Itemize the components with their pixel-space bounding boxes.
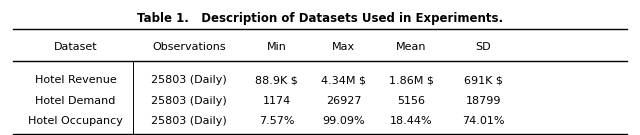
Text: 18799: 18799 bbox=[465, 96, 501, 106]
Text: 4.34M $: 4.34M $ bbox=[321, 75, 366, 85]
Text: 25803 (Daily): 25803 (Daily) bbox=[151, 75, 227, 85]
Text: 74.01%: 74.01% bbox=[462, 116, 504, 126]
Text: SD: SD bbox=[476, 42, 491, 52]
Text: 25803 (Daily): 25803 (Daily) bbox=[151, 96, 227, 106]
Text: Hotel Revenue: Hotel Revenue bbox=[35, 75, 116, 85]
Text: 5156: 5156 bbox=[397, 96, 426, 106]
Text: Hotel Demand: Hotel Demand bbox=[35, 96, 116, 106]
Text: Min: Min bbox=[266, 42, 287, 52]
Text: 1174: 1174 bbox=[262, 96, 291, 106]
Text: 25803 (Daily): 25803 (Daily) bbox=[151, 116, 227, 126]
Text: 1.86M $: 1.86M $ bbox=[389, 75, 434, 85]
Text: Observations: Observations bbox=[152, 42, 226, 52]
Text: 99.09%: 99.09% bbox=[323, 116, 365, 126]
Text: 7.57%: 7.57% bbox=[259, 116, 294, 126]
Text: 26927: 26927 bbox=[326, 96, 362, 106]
Text: Hotel Occupancy: Hotel Occupancy bbox=[28, 116, 123, 126]
Text: Max: Max bbox=[332, 42, 355, 52]
Text: 691K $: 691K $ bbox=[464, 75, 502, 85]
Text: 18.44%: 18.44% bbox=[390, 116, 433, 126]
Text: Dataset: Dataset bbox=[54, 42, 97, 52]
Text: Table 1.   Description of Datasets Used in Experiments.: Table 1. Description of Datasets Used in… bbox=[137, 12, 503, 25]
Text: Mean: Mean bbox=[396, 42, 427, 52]
Text: 88.9K $: 88.9K $ bbox=[255, 75, 298, 85]
